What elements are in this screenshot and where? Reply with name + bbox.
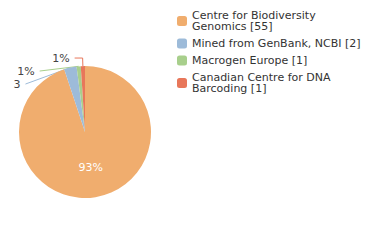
svg-text:Barcoding [1]: Barcoding [1]: [192, 82, 266, 95]
svg-text:Macrogen Europe [1]: Macrogen Europe [1]: [192, 54, 307, 67]
svg-text:Mined from GenBank, NCBI [2]: Mined from GenBank, NCBI [2]: [192, 37, 361, 50]
svg-text:3: 3: [13, 78, 20, 91]
svg-text:1%: 1%: [17, 65, 34, 78]
svg-text:1%: 1%: [52, 52, 69, 65]
svg-text:Canadian Centre for DNA: Canadian Centre for DNA: [192, 71, 334, 84]
svg-text:Centre for Biodiversity: Centre for Biodiversity: [192, 9, 320, 22]
svg-text:93%: 93%: [79, 161, 103, 174]
svg-text:Genomics [55]: Genomics [55]: [192, 20, 273, 33]
